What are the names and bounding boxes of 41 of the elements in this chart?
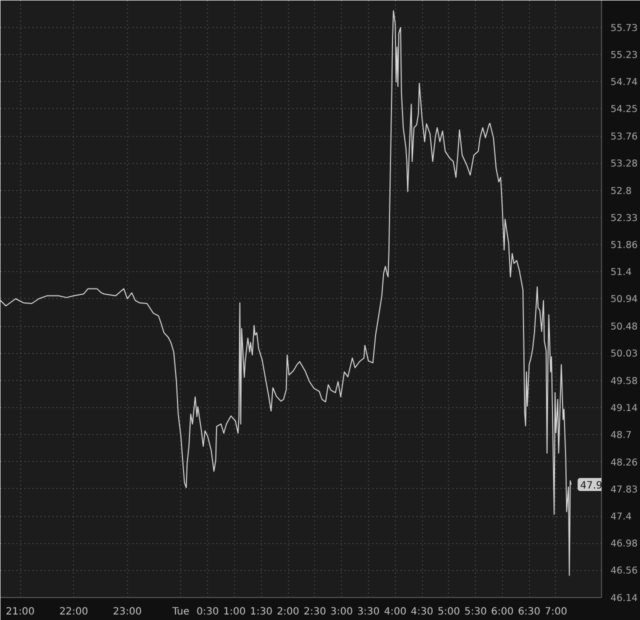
- x-tick-label: 21:00: [6, 606, 35, 618]
- x-tick-label: 3:30: [357, 606, 380, 618]
- x-tick-label: 2:30: [304, 606, 326, 618]
- y-tick-label: 54.25: [610, 104, 638, 116]
- y-tick-label: 49.14: [610, 402, 638, 414]
- x-tick-label: 2:00: [276, 606, 300, 618]
- x-tick-label: Tue: [171, 606, 190, 618]
- x-tick-label: 6:00: [491, 606, 514, 618]
- x-tick-label: 5:00: [438, 606, 460, 618]
- y-tick-label: 53.28: [610, 158, 638, 170]
- y-tick-label: 50.03: [610, 348, 638, 360]
- x-tick-label: 22:00: [59, 606, 88, 618]
- y-tick-label: 54.74: [610, 77, 638, 88]
- x-tick-label: 1:30: [250, 606, 272, 618]
- x-tick-label: 3:00: [330, 606, 353, 618]
- y-tick-label: 50.94: [610, 294, 638, 306]
- y-tick-label: 47.83: [610, 484, 638, 496]
- y-tick-label: 48.7: [610, 430, 632, 441]
- y-tick-label: 46.56: [610, 566, 638, 577]
- x-tick-label: 6:30: [518, 606, 540, 618]
- x-tick-label: 0:30: [196, 606, 219, 618]
- y-tick-label: 55.23: [610, 50, 638, 62]
- y-tick-label: 52.33: [610, 212, 638, 224]
- y-tick-label: 48.26: [610, 457, 638, 468]
- y-tick-label: 50.48: [610, 322, 638, 333]
- y-tick-label: 52.8: [610, 186, 632, 197]
- y-tick-label: 49.58: [610, 376, 638, 387]
- y-tick-label: 47.4: [610, 512, 632, 523]
- y-tick-label: 55.73: [610, 22, 638, 34]
- y-tick-label: 51.86: [610, 240, 638, 252]
- x-tick-label: 4:30: [410, 606, 434, 618]
- x-tick-label: 1:00: [223, 606, 246, 618]
- x-tick-label: 4:00: [384, 606, 406, 618]
- x-tick-label: 7:00: [544, 606, 568, 618]
- y-tick-label: 46.98: [610, 538, 638, 550]
- x-tick-label: 23:00: [112, 606, 142, 618]
- x-tick-label: 5:30: [464, 606, 487, 618]
- y-tick-label: 46.14: [610, 593, 638, 604]
- y-tick-label: 53.76: [610, 132, 638, 143]
- y-tick-label: 51.4: [610, 267, 632, 278]
- annotation: 47.9: [580, 480, 602, 492]
